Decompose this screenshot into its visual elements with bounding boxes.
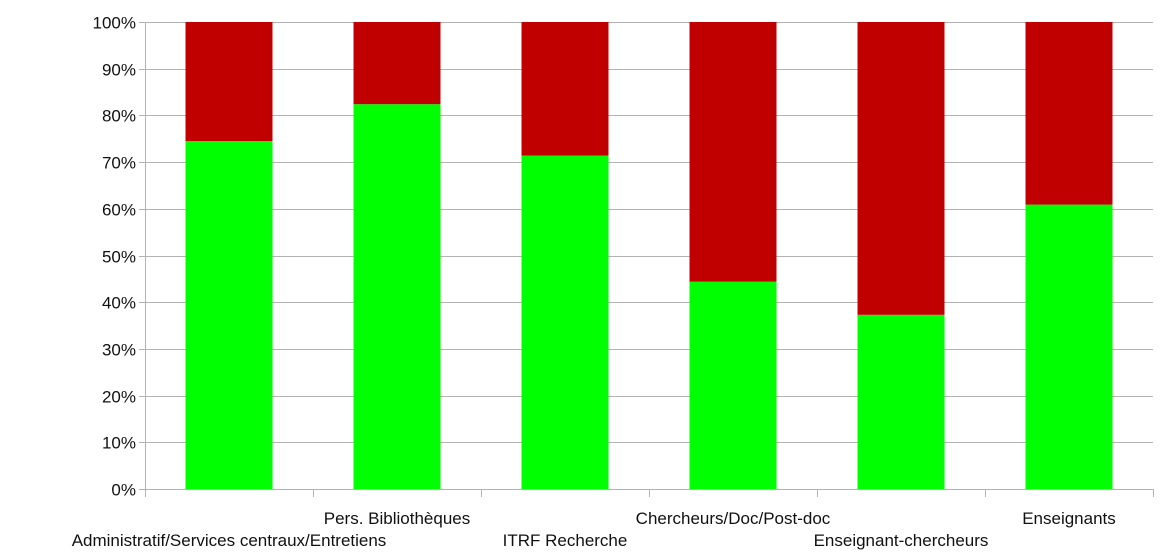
x-category-label: Administratif/Services centraux/Entretie… [72, 531, 387, 550]
bar-segment-series-2 [185, 22, 273, 142]
y-tick-label: 40% [102, 294, 136, 313]
bar-segment-series-2 [353, 22, 441, 105]
y-tick-label: 10% [102, 434, 136, 453]
bar-segment-series-2 [521, 22, 609, 156]
y-tick-label: 0% [111, 481, 136, 500]
gridlines [145, 22, 1153, 443]
y-axis-tick-labels: 0% 10% 20% 30% 40% 50% 60% 70% 80% 90% 100% [93, 14, 136, 500]
bar-segment-series-1 [521, 155, 609, 489]
x-category-label: Enseignant-chercheurs [814, 531, 989, 550]
y-tick-label: 70% [102, 154, 136, 173]
y-tick-label: 90% [102, 61, 136, 80]
y-tick-label: 20% [102, 388, 136, 407]
bar-segment-series-1 [185, 141, 273, 489]
bar-segment-series-1 [1025, 204, 1113, 490]
bar-segment-series-1 [353, 104, 441, 489]
bar-segment-series-2 [857, 22, 945, 315]
y-tick-label: 50% [102, 248, 136, 267]
bars [185, 22, 1113, 490]
bar-segment-series-1 [689, 281, 777, 489]
axes [139, 22, 1154, 497]
bar-segment-series-1 [857, 314, 945, 489]
x-category-label: Chercheurs/Doc/Post-doc [636, 509, 831, 528]
x-category-label: ITRF Recherche [503, 531, 628, 550]
y-tick-label: 30% [102, 341, 136, 360]
x-category-label: Enseignants [1022, 509, 1116, 528]
bar-segment-series-2 [1025, 22, 1113, 205]
y-tick-label: 100% [93, 14, 136, 33]
y-tick-label: 60% [102, 201, 136, 220]
bar-segment-series-2 [689, 22, 777, 282]
y-tick-label: 80% [102, 107, 136, 126]
x-category-label: Pers. Bibliothèques [324, 509, 470, 528]
x-axis-category-labels: Administratif/Services centraux/Entretie… [72, 509, 1116, 550]
